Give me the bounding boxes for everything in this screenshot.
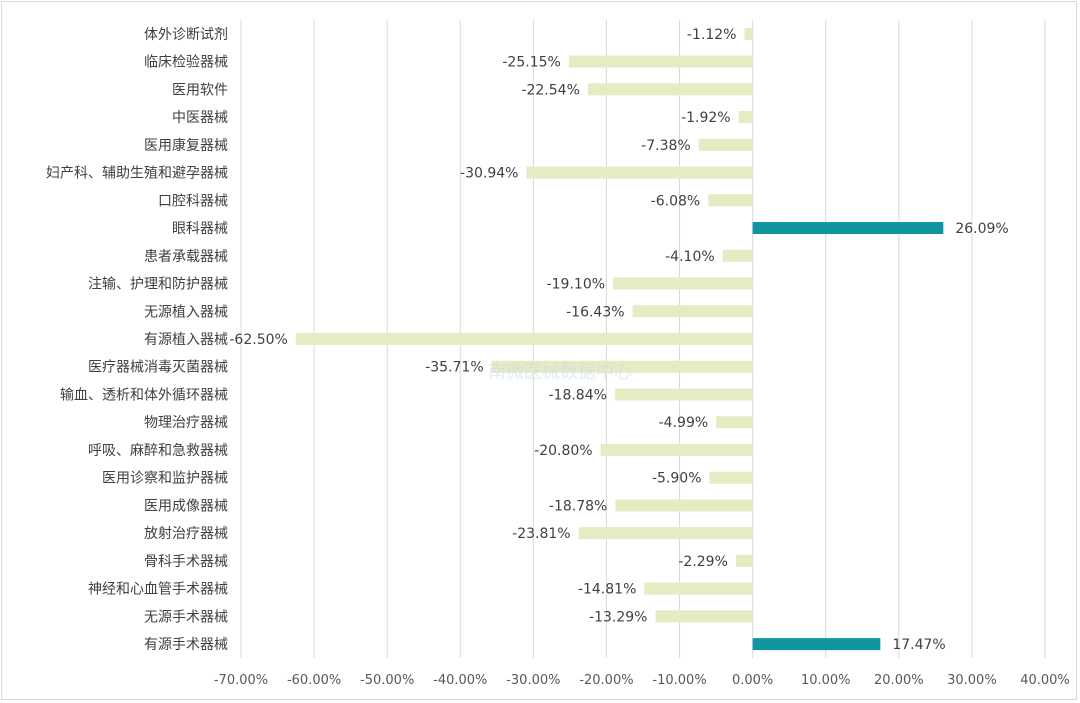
category-label: 无源植入器械 (144, 304, 228, 320)
x-axis-tick-labels: -70.00% -60.00% -50.00% -40.00% -30.00% -20.0… (214, 673, 1070, 688)
x-tick-label: -30.00% (506, 673, 560, 688)
category-labels: 体外诊断试剂临床检验器械医用软件中医器械医用康复器械妇产科、辅助生殖和避孕器械口… (46, 27, 228, 653)
x-tick-label: 30.00% (947, 673, 997, 688)
bar (600, 443, 753, 456)
value-label: 17.47% (892, 637, 945, 653)
x-tick-label: -20.00% (579, 673, 633, 688)
bars (295, 27, 944, 651)
bar (568, 55, 753, 68)
value-label: -5.90% (652, 471, 702, 487)
category-label: 医疗器械消毒灭菌器械 (88, 360, 228, 376)
bar (655, 610, 753, 623)
x-tick-label: -60.00% (287, 673, 341, 688)
value-label: -18.78% (549, 498, 607, 514)
value-label: -19.10% (547, 277, 605, 293)
value-label: -62.50% (229, 332, 287, 348)
bar (698, 138, 753, 151)
category-label: 眼科器械 (172, 221, 228, 237)
value-label: -7.38% (641, 138, 691, 154)
value-label: -23.81% (512, 526, 570, 542)
x-tick-label: -70.00% (214, 673, 268, 688)
category-label: 有源手术器械 (144, 637, 228, 653)
bar (615, 499, 753, 512)
value-label: -22.54% (521, 82, 579, 98)
value-label: -20.80% (534, 443, 592, 459)
bar (738, 111, 753, 124)
value-label: -14.81% (578, 582, 636, 598)
bar (716, 416, 753, 429)
bar (752, 222, 944, 235)
bar (295, 333, 753, 345)
category-label: 医用诊察和监护器械 (102, 470, 228, 487)
category-label: 患者承载器械 (144, 249, 228, 265)
category-label: 口腔科器械 (158, 193, 228, 209)
bar (708, 194, 753, 207)
bar (614, 388, 753, 401)
value-label: 26.09% (955, 221, 1008, 237)
category-label: 呼吸、麻醉和急救器械 (88, 443, 228, 459)
category-label: 物理治疗器械 (144, 415, 228, 431)
value-label: -2.29% (678, 554, 728, 570)
bar (735, 554, 753, 567)
bar (613, 277, 753, 290)
category-label: 医用成像器械 (144, 498, 228, 514)
x-tick-label: 0.00% (732, 673, 773, 688)
category-label: 医用康复器械 (144, 137, 228, 154)
value-label: -13.29% (589, 609, 647, 625)
category-label: 骨科手术器械 (144, 554, 228, 570)
category-label: 注输、护理和防护器械 (88, 277, 228, 293)
bar (709, 471, 753, 484)
x-tick-label: 40.00% (1020, 673, 1070, 688)
bar (744, 27, 753, 40)
category-label: 无源手术器械 (144, 609, 228, 625)
bar (526, 166, 753, 179)
bar (632, 305, 753, 318)
category-label: 神经和心血管手术器械 (88, 582, 228, 598)
value-label: -30.94% (460, 166, 518, 182)
value-label: -25.15% (502, 55, 560, 71)
value-label: -4.10% (665, 249, 715, 265)
category-label: 体外诊断试剂 (144, 27, 228, 43)
x-tick-label: 10.00% (801, 673, 851, 688)
x-tick-label: -10.00% (652, 673, 706, 688)
category-label: 放射治疗器械 (144, 526, 228, 542)
value-label: -16.43% (566, 304, 624, 320)
x-tick-label: -50.00% (360, 673, 414, 688)
category-label: 妇产科、辅助生殖和避孕器械 (46, 165, 228, 182)
bar (578, 527, 753, 540)
category-label: 医用软件 (172, 82, 228, 98)
value-label: -1.92% (681, 110, 731, 126)
category-label: 中医器械 (172, 110, 228, 126)
value-labels: -1.12% -25.15% -22.54% -1.92% -7.38% -30.94% -… (229, 27, 1008, 653)
x-tick-label: 20.00% (874, 673, 924, 688)
x-tick-label: -40.00% (433, 673, 487, 688)
watermark-text: 南微医械数据中心 (488, 362, 632, 383)
bar (587, 83, 753, 96)
category-label: 输血、透析和体外循环器械 (60, 387, 228, 403)
value-label: -35.71% (425, 360, 483, 376)
value-label: -18.84% (548, 387, 606, 403)
bar (722, 249, 753, 262)
gridlines (240, 20, 1046, 658)
value-label: -1.12% (687, 27, 737, 43)
bar (644, 582, 753, 595)
bar (491, 360, 753, 373)
category-label: 临床检验器械 (144, 55, 228, 71)
value-label: -6.08% (651, 193, 701, 209)
bar (752, 638, 881, 651)
category-label: 有源植入器械 (144, 332, 228, 348)
value-label: -4.99% (659, 415, 709, 431)
